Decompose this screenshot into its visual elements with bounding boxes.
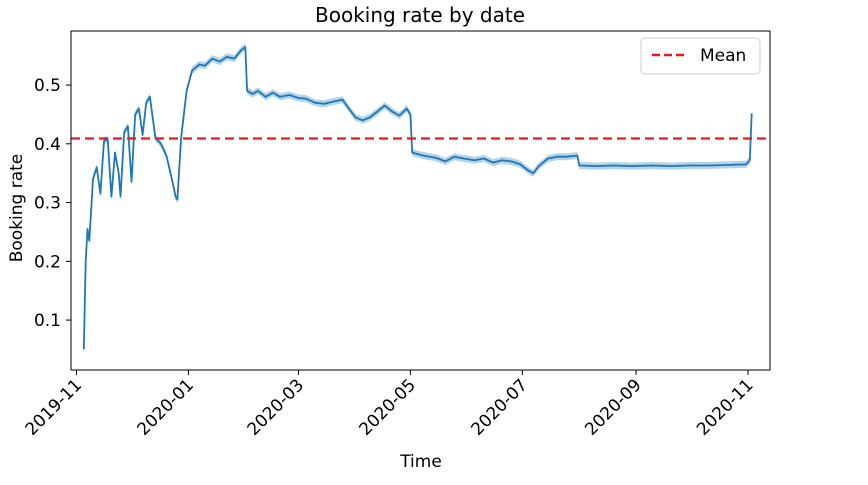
plot-frame bbox=[70, 30, 771, 371]
y-tick-label: 0.3 bbox=[34, 194, 61, 214]
y-tick-label: 0.4 bbox=[34, 135, 61, 155]
legend: Mean bbox=[640, 37, 761, 75]
y-tick-label: 0.2 bbox=[34, 252, 61, 272]
x-tick-label: 2019-11 bbox=[22, 375, 86, 439]
chart-title: Booking rate by date bbox=[315, 3, 525, 27]
legend-mean-label: Mean bbox=[700, 46, 746, 66]
x-axis-label: Time bbox=[399, 452, 442, 472]
x-tick-label: 2020-11 bbox=[693, 375, 757, 439]
legend-box bbox=[640, 37, 761, 75]
series-0-confidence-band bbox=[83, 43, 752, 354]
plot-area bbox=[71, 43, 770, 354]
x-tick-label: 2020-03 bbox=[244, 375, 308, 439]
x-tick-label: 2020-09 bbox=[581, 375, 645, 439]
y-tick-label: 0.1 bbox=[34, 311, 61, 331]
x-tick-label: 2020-05 bbox=[356, 375, 420, 439]
x-tick-label: 2020-07 bbox=[467, 375, 531, 439]
y-axis-label: Booking rate bbox=[7, 154, 27, 263]
y-tick-label: 0.5 bbox=[34, 76, 61, 96]
x-tick-label: 2020-01 bbox=[134, 375, 198, 439]
axes: 0.1 0.2 0.3 0.4 0.5 2019-11 2020-01 2020-03 2020… bbox=[22, 30, 771, 440]
series-0-line bbox=[82, 46, 753, 350]
